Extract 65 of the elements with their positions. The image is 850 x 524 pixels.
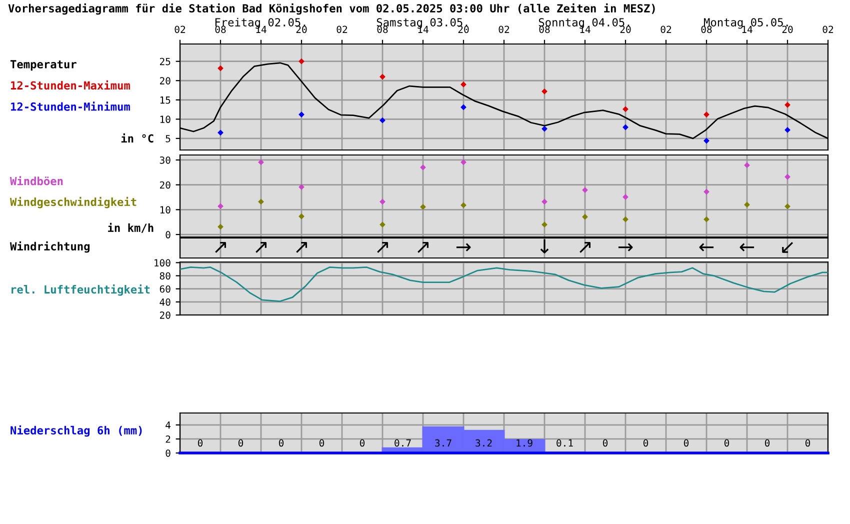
x-tick-label: 20 (458, 26, 469, 34)
x-tick-label: 20 (782, 26, 793, 34)
y-tick-label: 10 (160, 206, 170, 214)
text: in °C (121, 133, 154, 143)
text: Windrichtung (10, 241, 90, 253)
data-label: 0 (805, 439, 810, 447)
data-label: 0 (602, 439, 608, 447)
chart-title: Vorhersagediagramm für die Station Bad Königshofen vom 02.05.2025 03:00 Uhr (alle Zeiten in MESZ) (8, 3, 655, 15)
text: ↗ (296, 242, 308, 253)
data-label: 0 (278, 439, 284, 447)
text: 12-Stunden-Maximum (11, 80, 130, 90)
y-tick-label: 20 (160, 312, 170, 319)
data-label: 0 (724, 439, 730, 447)
x-tick-label: 02 (174, 26, 186, 34)
y-tick-label: 2 (166, 435, 170, 443)
x-tick-label: 02 (660, 26, 672, 34)
y-tick-label: 80 (160, 272, 170, 280)
text: Windböen (10, 176, 63, 186)
y-tick-label: 40 (160, 298, 170, 306)
text: → (456, 243, 471, 252)
y-tick-label: 30 (160, 156, 170, 164)
text: → (618, 243, 633, 252)
y-tick-label: 20 (160, 77, 170, 84)
y-tick-label: 100 (154, 259, 170, 267)
text: ↗ (256, 242, 267, 253)
y-tick-label: 25 (160, 58, 170, 66)
y-tick-label: 0 (166, 231, 170, 238)
text: ← (699, 243, 714, 252)
text: rel. Luftfeuchtigkeit (12, 284, 150, 296)
data-label: 0.1 (556, 439, 573, 447)
text: Temperatur (10, 60, 76, 71)
text: ↓ (540, 239, 549, 254)
x-tick-label: 02 (336, 26, 348, 34)
data-label: 0 (764, 439, 770, 447)
y-tick-label: 5 (166, 135, 170, 142)
text: 12-Stunden-Minimum (11, 102, 130, 111)
text: Windgeschwindigkeit (10, 196, 136, 208)
text: ↗ (377, 242, 388, 253)
x-tick-label: 20 (296, 26, 307, 34)
x-tick-label: 02 (498, 26, 510, 34)
data-label: 0.7 (394, 439, 411, 447)
data-label: 0 (643, 439, 648, 447)
data-label: 0 (319, 439, 324, 447)
y-tick-label: 20 (160, 181, 170, 189)
y-tick-label: 4 (166, 422, 171, 429)
data-label: 0 (198, 439, 203, 447)
data-label: 1.9 (516, 439, 532, 447)
x-tick-label: 20 (620, 26, 631, 34)
data-label: 3.2 (476, 439, 492, 447)
x-tick-label: 02 (822, 26, 834, 34)
y-tick-label: 0 (166, 450, 170, 457)
data-label: 0 (360, 439, 365, 447)
data-label: 3.7 (435, 439, 452, 447)
text: ← (740, 243, 754, 252)
y-tick-label: 60 (160, 285, 170, 293)
text: ↗ (580, 242, 591, 253)
y-tick-label: 10 (160, 116, 170, 124)
text: ↗ (215, 242, 226, 253)
text: ↙ (782, 242, 794, 253)
text: ↗ (418, 242, 429, 253)
data-label: 0 (684, 439, 689, 447)
text: in km/h (108, 222, 154, 233)
data-label: 0 (238, 439, 244, 447)
y-axis-title: Niederschlag 6h (mm) (10, 425, 142, 437)
y-tick-label: 15 (160, 96, 170, 104)
